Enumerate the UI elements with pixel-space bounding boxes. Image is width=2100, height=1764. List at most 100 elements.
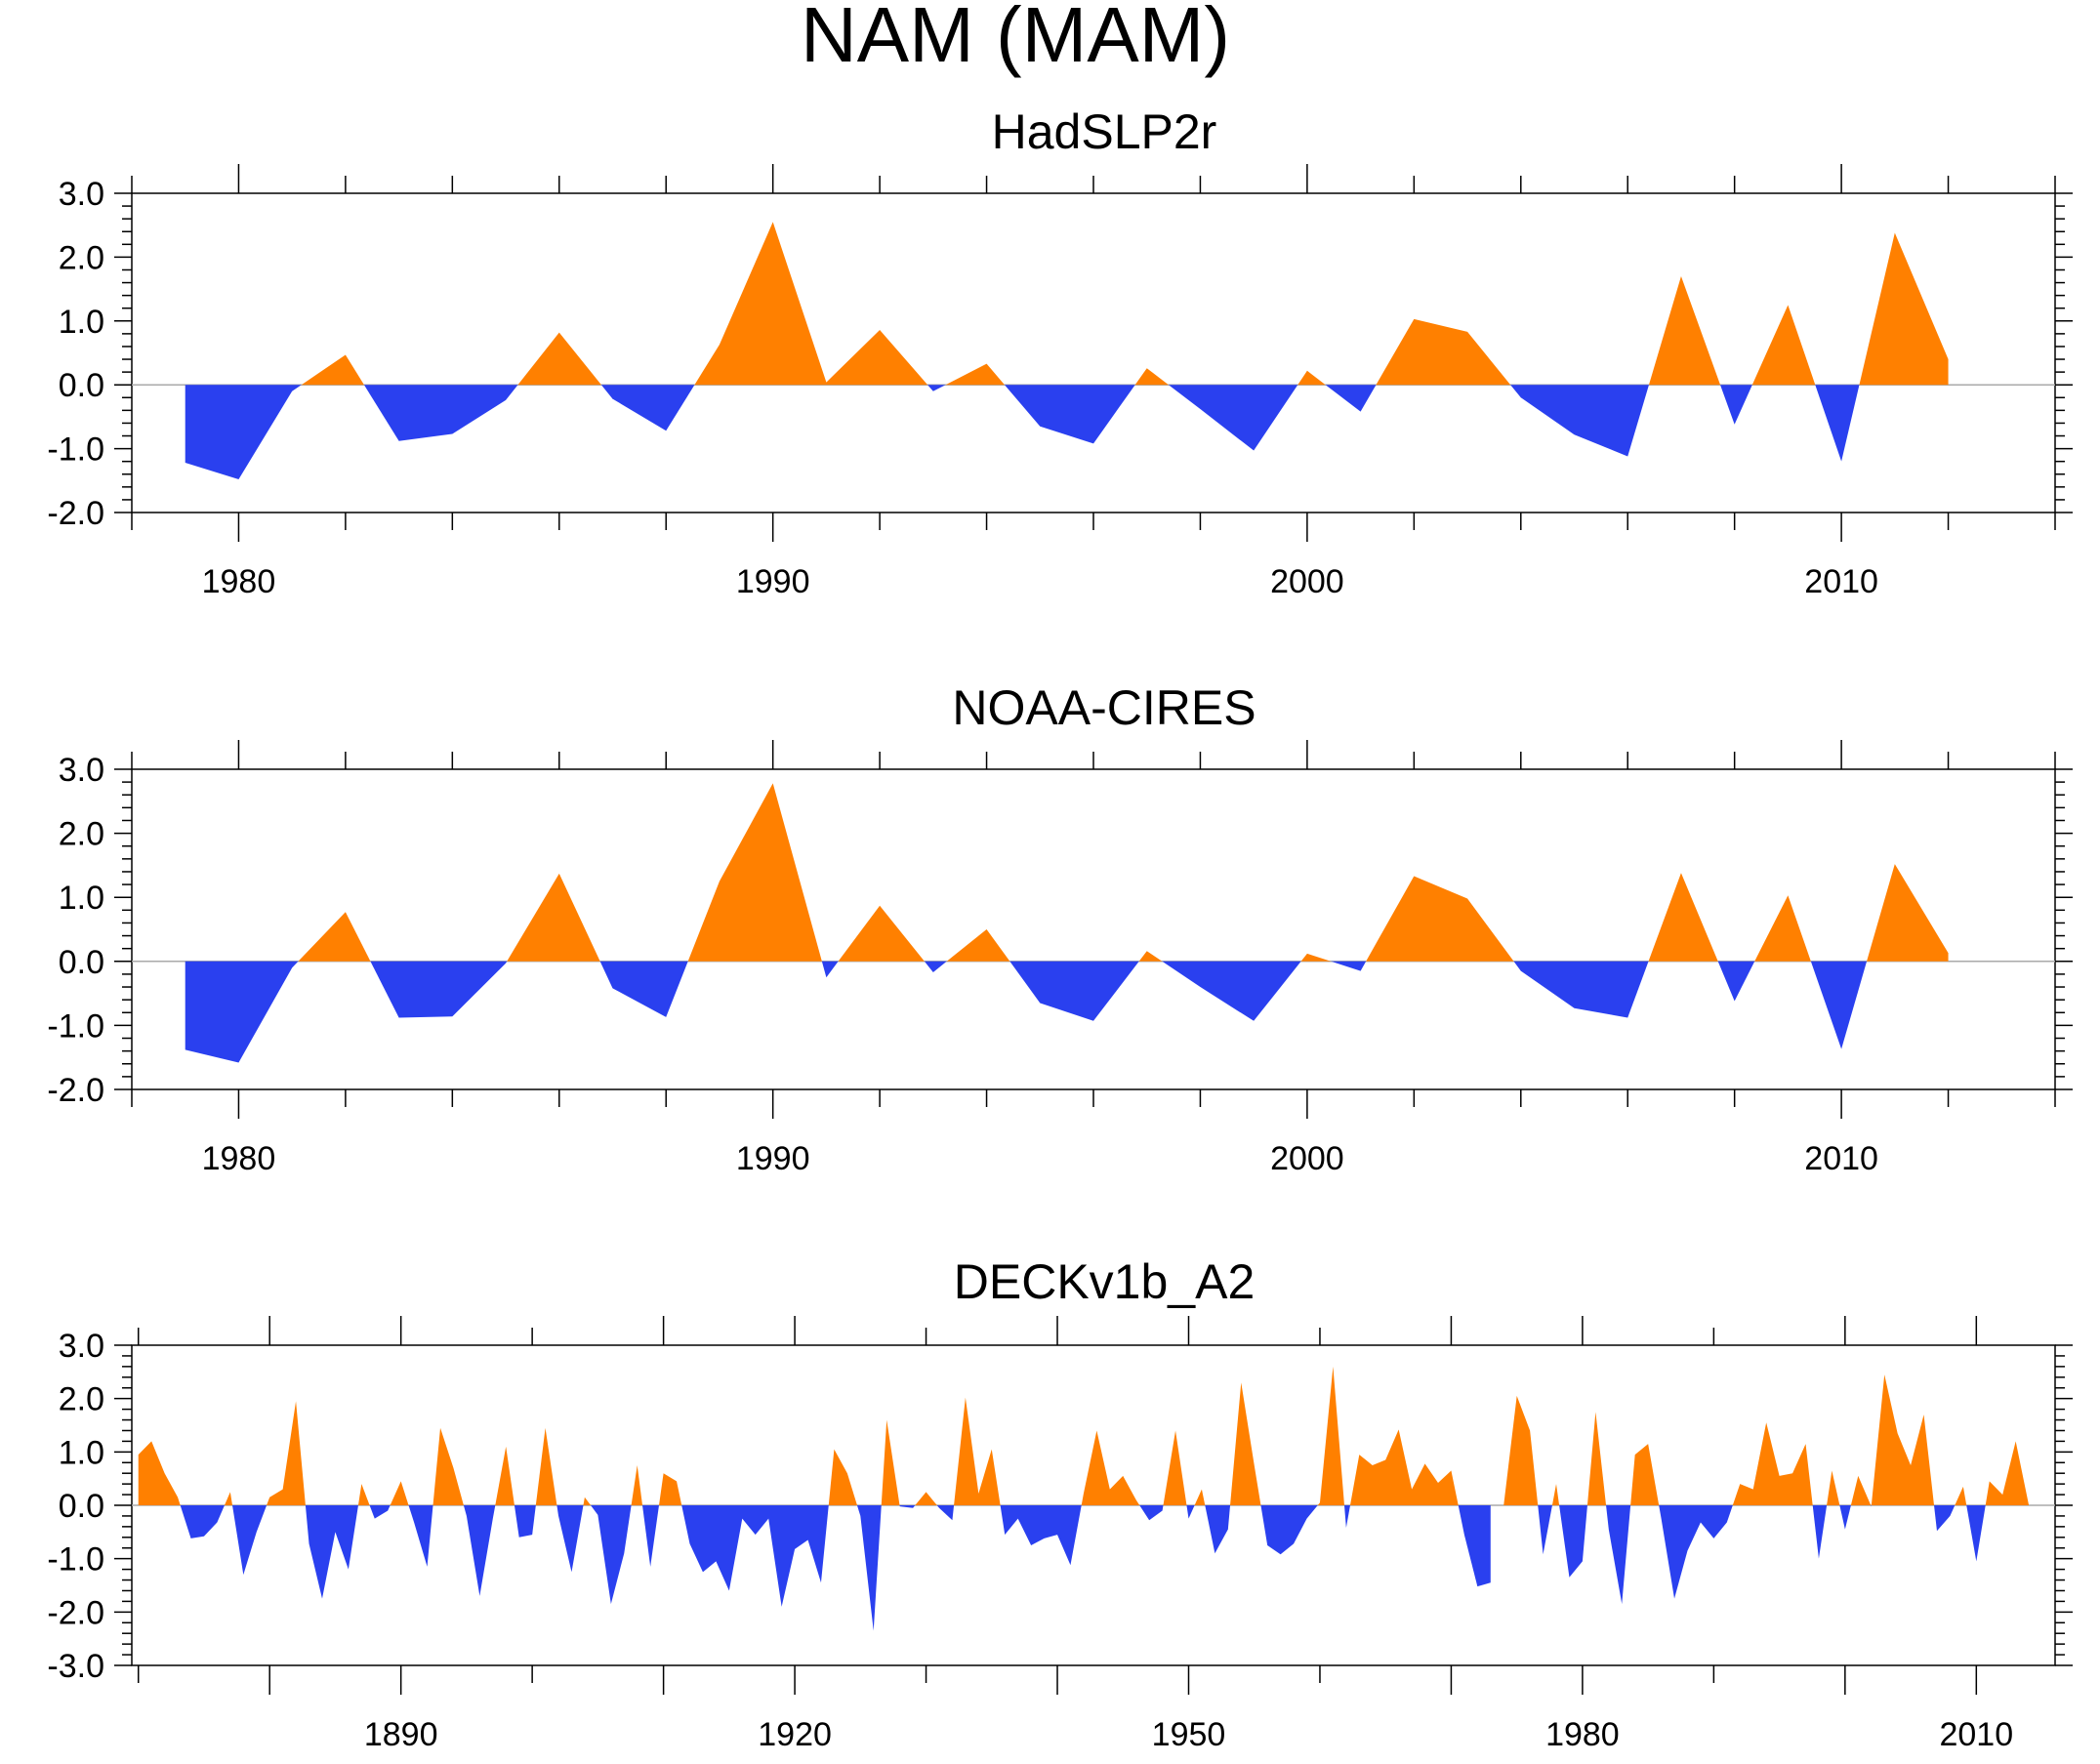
positive-area — [495, 1446, 515, 1505]
negative-area — [924, 961, 947, 972]
x-tick-label: 2000 — [1270, 1140, 1344, 1177]
y-tick-label: 1.0 — [59, 1434, 104, 1471]
positive-area — [1630, 1444, 1660, 1505]
positive-area — [631, 1465, 643, 1505]
y-tick-label: 1.0 — [59, 880, 104, 917]
y-tick-label: -1.0 — [47, 431, 104, 469]
negative-area — [1004, 385, 1135, 444]
negative-area — [305, 1505, 358, 1599]
negative-area — [1331, 961, 1367, 971]
negative-area — [1815, 385, 1860, 462]
x-tick-label: 1980 — [202, 1140, 276, 1177]
y-tick-label: -2.0 — [47, 495, 104, 532]
x-tick-label: 1990 — [736, 1140, 810, 1177]
positive-area — [1859, 232, 1949, 386]
negative-area — [1934, 1505, 1956, 1532]
x-tick-label: 2010 — [1804, 563, 1878, 600]
positive-area — [954, 1397, 1001, 1505]
positive-area — [357, 1484, 370, 1505]
positive-area — [1081, 1430, 1140, 1505]
negative-area — [681, 1505, 829, 1607]
positive-area — [1138, 951, 1163, 962]
positive-area — [1985, 1441, 2030, 1505]
positive-area — [1317, 1366, 1344, 1505]
negative-area — [408, 1505, 433, 1567]
y-tick-label: -2.0 — [47, 1072, 104, 1109]
positive-area — [1551, 1484, 1560, 1505]
negative-area — [1205, 1505, 1231, 1554]
positive-area — [535, 1427, 557, 1505]
positive-area — [946, 929, 1010, 962]
y-tick-label: 0.0 — [59, 367, 104, 404]
positive-area — [1300, 953, 1332, 962]
negative-area — [1162, 961, 1301, 1021]
y-tick-label: -1.0 — [47, 1541, 104, 1579]
positive-area — [517, 332, 601, 386]
positive-area — [1955, 1486, 1967, 1505]
negative-area — [1139, 1505, 1164, 1521]
positive-area — [1867, 864, 1949, 962]
panel-title: DECKv1b_A2 — [954, 1254, 1256, 1309]
negative-area — [856, 1505, 882, 1631]
positive-area — [1366, 876, 1514, 962]
negative-area — [1458, 1505, 1491, 1587]
positive-area — [1163, 1430, 1187, 1505]
negative-area — [1812, 1505, 1828, 1559]
x-tick-label: 2010 — [1804, 1140, 1878, 1177]
positive-area — [945, 363, 1005, 386]
y-tick-label: 3.0 — [59, 176, 104, 213]
x-tick-label: 1890 — [364, 1716, 438, 1753]
positive-area — [301, 354, 364, 386]
negative-area — [1839, 1505, 1851, 1530]
positive-area — [915, 1492, 937, 1505]
positive-area — [1732, 1422, 1813, 1505]
negative-area — [180, 1505, 225, 1538]
negative-area — [1513, 961, 1649, 1018]
x-tick-label: 1920 — [758, 1716, 832, 1753]
y-tick-label: 1.0 — [59, 304, 104, 341]
positive-area — [1194, 1489, 1206, 1505]
negative-area — [899, 1505, 916, 1508]
panel-title: HadSLP2r — [992, 104, 1217, 159]
positive-area — [694, 222, 928, 386]
x-tick-label: 1980 — [202, 563, 276, 600]
negative-area — [370, 961, 508, 1018]
negative-area — [514, 1505, 536, 1538]
negative-area — [185, 385, 302, 479]
panel-deckv1b-a2: DECKv1b_A2 3.0 2.0 1.0 0.0 -1.0 -2.0 -3.0 1890 1… — [47, 1254, 2073, 1753]
negative-area — [821, 961, 839, 978]
y-tick-label: 2.0 — [59, 816, 104, 853]
negative-area — [1871, 1505, 1872, 1507]
negative-area — [591, 1505, 632, 1605]
y-tick-label: 3.0 — [59, 752, 104, 789]
negative-area — [1810, 961, 1868, 1049]
positive-area — [298, 912, 371, 962]
negative-area — [1260, 1505, 1318, 1555]
negative-area — [599, 961, 688, 1017]
panel-hadslp2r: HadSLP2r 3.0 2.0 1.0 0.0 -1.0 -2.0 1980 1990 200… — [47, 104, 2073, 600]
positive-area — [267, 1401, 306, 1505]
negative-area — [1559, 1505, 1587, 1578]
positive-area — [138, 1441, 181, 1505]
negative-area — [1510, 385, 1649, 457]
positive-area — [1134, 368, 1169, 386]
panel-noaa-cires: NOAA-CIRES 3.0 2.0 1.0 0.0 -1.0 -2.0 1980 1990 2… — [47, 680, 2073, 1177]
positive-area — [1871, 1374, 1935, 1505]
negative-area — [1717, 961, 1755, 1002]
positive-area — [1586, 1412, 1607, 1505]
panel-title: NOAA-CIRES — [952, 680, 1256, 735]
positive-area — [390, 1481, 409, 1505]
y-tick-label: 2.0 — [59, 239, 104, 276]
positive-area — [659, 1473, 682, 1505]
positive-area — [583, 1497, 592, 1505]
x-tick-label: 1950 — [1152, 1716, 1226, 1753]
x-tick-label: 2000 — [1270, 563, 1344, 600]
positive-area — [1349, 1429, 1459, 1505]
negative-area — [556, 1505, 584, 1573]
x-tick-label: 2010 — [1939, 1716, 2013, 1753]
y-tick-label: -2.0 — [47, 1594, 104, 1631]
positive-area — [1827, 1470, 1840, 1505]
negative-area — [1606, 1505, 1631, 1605]
y-tick-label: -1.0 — [47, 1007, 104, 1045]
